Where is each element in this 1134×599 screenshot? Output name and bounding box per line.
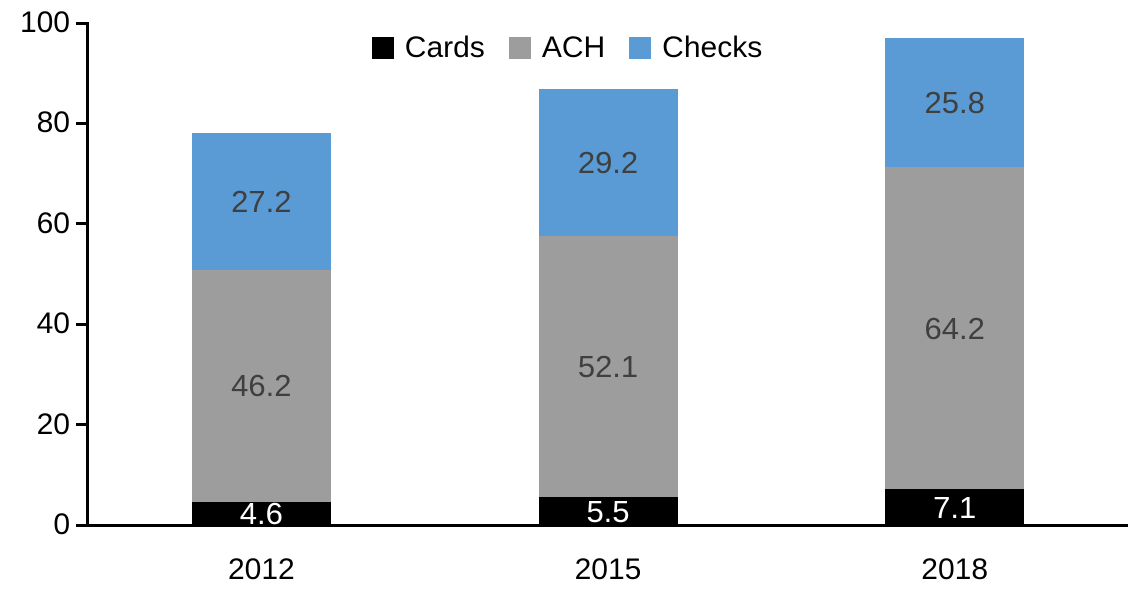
y-axis-tick xyxy=(76,322,89,326)
bar-value-label: 25.8 xyxy=(924,84,985,120)
y-axis-tick xyxy=(76,222,89,226)
bar-segment-ach-2012: 46.2 xyxy=(191,269,331,502)
x-axis-label-2015: 2015 xyxy=(574,553,642,586)
bar-value-label: 7.1 xyxy=(933,489,977,525)
y-axis-tick-label: 60 xyxy=(36,206,70,240)
legend-label: Cards xyxy=(404,31,485,64)
bar-value-label: 52.1 xyxy=(577,349,639,385)
bar-segment-cards-2012: 4.6 xyxy=(191,498,331,529)
y-axis-tick-label: 20 xyxy=(36,407,70,441)
legend: Cards ACH Checks xyxy=(0,30,1134,66)
bar-segment-cards-2018: 7.1 xyxy=(885,489,1025,525)
bar-value-label: 29.2 xyxy=(577,145,639,181)
bar-value-label: 46.2 xyxy=(231,368,292,404)
bar-value-label: 5.5 xyxy=(586,493,630,529)
bar-value-label: 27.2 xyxy=(231,184,292,220)
legend-swatch-checks xyxy=(629,37,652,59)
legend-item-checks: Checks xyxy=(629,31,762,65)
legend-swatch-cards xyxy=(371,37,394,59)
y-axis-tick xyxy=(76,121,89,125)
y-axis-tick xyxy=(76,523,89,527)
bar-segment-checks-2015: 29.2 xyxy=(538,89,678,236)
y-axis-tick-label: 100 xyxy=(19,6,70,39)
legend-swatch-ach xyxy=(508,37,531,59)
y-axis-tick xyxy=(76,21,89,25)
bar-segment-ach-2018: 64.2 xyxy=(885,167,1025,490)
bar-segment-checks-2018: 25.8 xyxy=(885,37,1025,168)
y-axis-tick xyxy=(76,423,89,427)
bar-value-label: 64.2 xyxy=(924,310,985,346)
bar-value-label: 4.6 xyxy=(239,495,283,531)
legend-item-ach: ACH xyxy=(508,31,606,65)
x-axis-line xyxy=(76,524,1128,527)
x-axis-label-2018: 2018 xyxy=(921,553,989,586)
y-axis-tick-label: 0 xyxy=(53,508,70,541)
x-axis-label-2012: 2012 xyxy=(227,553,295,586)
y-axis-line xyxy=(86,22,89,527)
legend-label: Checks xyxy=(662,31,763,64)
bar-segment-checks-2012: 27.2 xyxy=(191,133,331,270)
y-axis-tick-label: 80 xyxy=(36,106,70,140)
bar-segment-cards-2015: 5.5 xyxy=(538,493,678,529)
legend-label: ACH xyxy=(541,31,606,64)
bar-segment-ach-2015: 52.1 xyxy=(538,235,678,498)
legend-item-cards: Cards xyxy=(371,31,485,65)
y-axis-tick-label: 40 xyxy=(36,307,70,341)
